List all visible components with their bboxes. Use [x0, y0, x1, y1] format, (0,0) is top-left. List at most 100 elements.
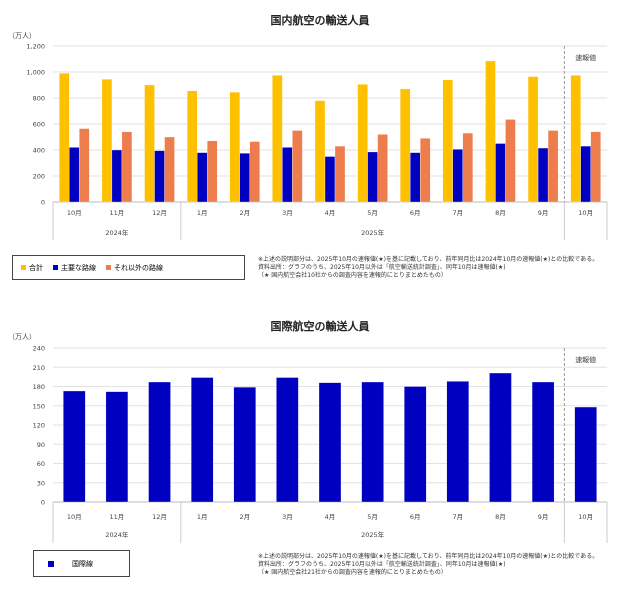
- preliminary-label: 速報値: [575, 355, 596, 364]
- bar-主要な路線-4月: [324, 156, 336, 203]
- y-tick-label: 240: [33, 345, 45, 353]
- y-tick-label: 1,200: [26, 43, 45, 51]
- year-label: 2024年: [105, 530, 129, 539]
- chart-title: 国内航空の輸送人員: [271, 13, 370, 27]
- x-tick-label: 9月: [538, 513, 549, 521]
- x-tick-label: 11月: [110, 513, 125, 521]
- bar-国際線-2月: [233, 386, 256, 503]
- x-tick-label: 7月: [453, 513, 464, 521]
- x-tick-label: 5月: [367, 209, 378, 217]
- bar-それ以外の路線-5月: [377, 134, 388, 203]
- bar-合計-5月: [357, 84, 368, 203]
- bar-それ以外の路線-7月: [462, 132, 473, 203]
- legend-item-other: それ以外の路線: [106, 263, 163, 273]
- bar-国際線-10月: [574, 406, 597, 503]
- bar-主要な路線-10月: [580, 145, 591, 203]
- x-tick-label: 2月: [239, 209, 250, 217]
- bar-合計-10月: [570, 75, 581, 203]
- legend-label: 主要な路線: [61, 263, 96, 272]
- bar-合計-12月: [144, 84, 155, 203]
- notes-domestic: ※上述の説明部分は、2025年10月の速報値(★)を基に記載しており、前年同月比…: [258, 256, 598, 280]
- bar-それ以外の路線-9月: [547, 130, 559, 203]
- bar-合計-10月: [59, 73, 70, 203]
- y-tick-label: 0: [41, 199, 45, 207]
- x-tick-label: 10月: [578, 209, 593, 217]
- note-line: ※上述の説明部分は、2025年10月の速報値(★)を基に記載しており、前年同月比…: [258, 256, 599, 263]
- bar-それ以外の路線-10月: [590, 131, 601, 203]
- bar-主要な路線-5月: [367, 151, 378, 203]
- bar-それ以外の路線-4月: [334, 145, 346, 203]
- y-tick-label: 30: [37, 479, 45, 487]
- y-tick-label: 180: [33, 383, 45, 391]
- bar-主要な路線-11月: [111, 149, 123, 203]
- bar-それ以外の路線-8月: [505, 119, 516, 203]
- x-tick-label: 1月: [197, 209, 208, 217]
- year-label: 2025年: [361, 530, 385, 539]
- x-tick-label: 10月: [67, 513, 82, 521]
- bar-主要な路線-3月: [282, 147, 293, 203]
- x-tick-label: 6月: [410, 209, 421, 217]
- year-label: 2025年: [361, 228, 385, 237]
- bar-合計-9月: [527, 76, 539, 203]
- note-line: 資料出所：グラフのうち、2025年10月以外は「航空輸送統計調査」、同年10月は…: [258, 264, 506, 271]
- y-tick-label: 600: [33, 121, 45, 129]
- legend-label: 合計: [29, 263, 43, 272]
- bar-主要な路線-7月: [452, 149, 463, 203]
- bar-合計-1月: [187, 90, 198, 203]
- bar-それ以外の路線-1月: [207, 140, 218, 203]
- y-tick-label: 60: [37, 460, 45, 468]
- x-tick-label: 10月: [67, 209, 82, 217]
- notes-international: ※上述の説明部分は、2025年10月の速報値(★)を基に記載しており、前年同月比…: [258, 553, 598, 577]
- bar-国際線-5月: [361, 381, 384, 503]
- x-tick-label: 7月: [453, 209, 464, 217]
- y-tick-label: 800: [33, 95, 45, 103]
- preliminary-label: 速報値: [575, 53, 596, 62]
- y-tick-label: 400: [33, 147, 45, 155]
- y-tick-label: 120: [33, 422, 45, 430]
- legend-item-international: 国際線: [48, 559, 93, 569]
- x-tick-label: 12月: [152, 209, 167, 217]
- bar-国際線-9月: [531, 381, 555, 503]
- note-line: 資料出所：グラフのうち、2025年10月以外は「航空輸送統計調査」、同年10月は…: [258, 561, 506, 568]
- bar-合計-6月: [400, 88, 411, 203]
- bar-国際線-7月: [446, 381, 469, 503]
- bar-それ以外の路線-2月: [249, 141, 260, 203]
- bar-国際線-4月: [318, 382, 342, 503]
- bar-国際線-10月: [63, 390, 86, 503]
- legend-label: 国際線: [72, 559, 93, 568]
- legend-item-total: 合計: [21, 263, 43, 273]
- legend-domestic: 合計 主要な路線 それ以外の路線: [12, 255, 245, 280]
- bar-合計-2月: [229, 92, 240, 203]
- x-tick-label: 2月: [239, 513, 250, 521]
- x-tick-label: 8月: [495, 209, 506, 217]
- x-tick-label: 4月: [325, 513, 336, 521]
- x-tick-label: 4月: [325, 209, 336, 217]
- legend-swatch: [53, 265, 58, 270]
- bar-それ以外の路線-10月: [79, 128, 90, 203]
- bar-国際線-8月: [489, 372, 512, 503]
- x-tick-label: 9月: [538, 209, 549, 217]
- x-tick-label: 11月: [110, 209, 125, 217]
- note-line: （★ 国内航空会社10社からの調査内容を速報的にとりまとめたもの）: [258, 272, 447, 279]
- bar-主要な路線-12月: [154, 150, 165, 203]
- bar-国際線-6月: [404, 386, 427, 503]
- legend-label: それ以外の路線: [114, 263, 163, 272]
- x-tick-label: 12月: [152, 513, 167, 521]
- bar-主要な路線-10月: [69, 147, 80, 203]
- bar-合計-7月: [442, 79, 453, 203]
- bar-主要な路線-1月: [197, 152, 208, 203]
- note-line: ※上述の説明部分は、2025年10月の速報値(★)を基に記載しており、前年同月比…: [258, 553, 599, 560]
- bar-主要な路線-2月: [239, 153, 250, 203]
- y-tick-label: 200: [33, 173, 45, 181]
- y-axis-label: （万人）: [8, 32, 36, 40]
- bar-それ以外の路線-3月: [292, 130, 303, 203]
- x-tick-label: 3月: [282, 209, 293, 217]
- bar-それ以外の路線-6月: [420, 138, 431, 203]
- y-tick-label: 0: [41, 499, 45, 507]
- bar-国際線-12月: [148, 381, 171, 503]
- bar-合計-4月: [314, 100, 326, 203]
- legend-international: 国際線: [33, 550, 130, 577]
- bar-それ以外の路線-11月: [121, 131, 133, 203]
- year-label: 2024年: [105, 228, 129, 237]
